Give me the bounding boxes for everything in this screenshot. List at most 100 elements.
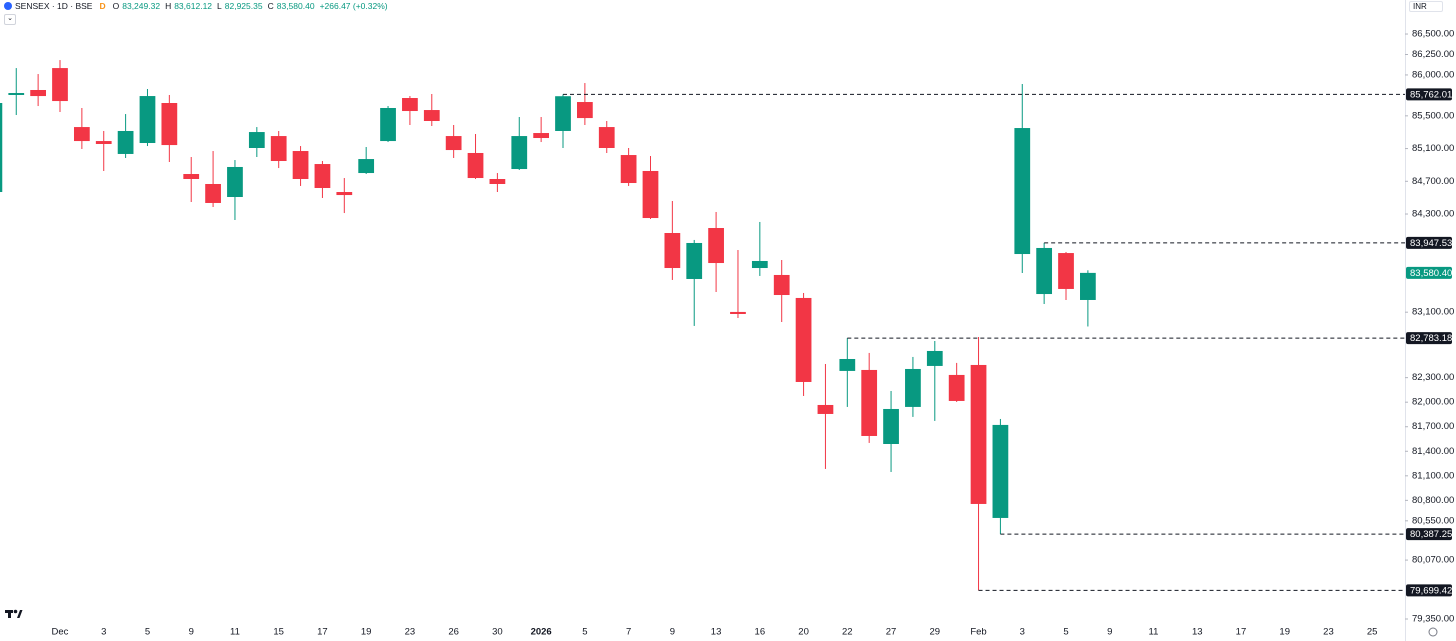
x-tick-label: 3 [101, 627, 106, 638]
candle-body [795, 297, 812, 382]
collapse-button[interactable]: ⌄ [4, 14, 16, 25]
candle-body [1080, 272, 1096, 300]
candle-body [117, 130, 134, 154]
last-price-box [1406, 266, 1452, 279]
interval-badge: D [99, 1, 106, 11]
ohlc-key: H [165, 1, 172, 11]
y-tick-label: 82,000.00 [1412, 397, 1454, 408]
x-tick-label: 9 [670, 627, 675, 638]
ohlc-value: 83,249.32 [122, 1, 161, 11]
level-label-box [1406, 528, 1452, 541]
candle-body [270, 136, 287, 162]
candle-body [292, 151, 309, 180]
x-tick-label: 9 [189, 627, 194, 638]
y-tick-label: 81,700.00 [1412, 421, 1454, 432]
x-tick-label: 16 [755, 627, 766, 638]
candle-body [577, 102, 593, 119]
y-tick-label: 82,300.00 [1412, 372, 1454, 383]
y-tick-label: 83,100.00 [1412, 307, 1454, 318]
candle-body [1058, 253, 1074, 289]
x-tick-label: 27 [886, 627, 897, 638]
x-tick-label: 20 [798, 627, 809, 638]
candle-body [445, 136, 462, 151]
candle-body [817, 404, 834, 414]
level-label: 80,387.25 [1410, 529, 1452, 540]
x-tick-label: 13 [711, 627, 722, 638]
x-tick-label: 11 [1149, 627, 1159, 638]
y-tick-label: 80,800.00 [1412, 495, 1454, 506]
x-tick-label: 5 [145, 627, 150, 638]
candle-body [402, 98, 418, 112]
last-price-label: 83,580.40 [1410, 268, 1452, 279]
x-tick-label: 13 [1192, 627, 1203, 638]
y-tick-label: 84,700.00 [1412, 176, 1454, 187]
candle-body [183, 174, 200, 180]
candle-body [620, 155, 637, 184]
x-tick-label: 5 [582, 627, 587, 638]
x-tick-label: Feb [970, 627, 986, 638]
candle-body [467, 152, 484, 179]
y-tick-label: 80,550.00 [1412, 515, 1454, 526]
x-tick-label: 19 [361, 627, 372, 638]
candle-body [905, 368, 921, 407]
candle-body [161, 103, 178, 146]
candle-body [708, 228, 724, 264]
level-label: 85,762.01 [1410, 89, 1452, 100]
y-tick-label: 80,070.00 [1412, 555, 1454, 566]
x-tick-label: 25 [1367, 627, 1378, 638]
x-tick-label: 30 [492, 627, 503, 638]
candle-body [883, 408, 899, 444]
change: +266.47 (+0.32%) [319, 1, 388, 11]
candle-body [598, 127, 615, 148]
candle-body [30, 89, 46, 97]
candle-body [533, 133, 550, 139]
y-tick-label: 85,100.00 [1412, 143, 1454, 154]
x-tick-label: 29 [930, 627, 941, 638]
y-tick-label: 86,000.00 [1412, 69, 1454, 80]
x-tick-label: 2026 [531, 627, 552, 638]
symbol[interactable]: SENSEX · 1D · BSE [15, 1, 93, 11]
x-tick-label: 23 [1323, 627, 1334, 638]
candle-body [861, 369, 878, 436]
level-label: 83,947.53 [1410, 238, 1452, 249]
level-label-box [1406, 332, 1452, 345]
tv-logo [5, 609, 23, 618]
candle-body [686, 242, 703, 279]
x-tick-label: 11 [230, 627, 240, 638]
candle-body [205, 183, 221, 203]
x-tick-label: 17 [317, 627, 328, 638]
y-tick-label: 86,250.00 [1412, 49, 1454, 60]
currency[interactable]: INR [1409, 1, 1443, 12]
candle-body [358, 159, 375, 174]
candle-body [227, 166, 243, 198]
x-tick-label: 3 [1020, 627, 1025, 638]
ohlc-key: L [217, 1, 222, 11]
x-tick-label: 9 [1107, 627, 1112, 638]
y-tick-label: 79,350.00 [1412, 614, 1454, 625]
candle-body [95, 141, 112, 144]
candle-body [314, 164, 331, 189]
x-tick-label: 5 [1063, 627, 1068, 638]
header: SENSEX · 1D · BSE D O 83,249.32 H 83,612.1… [4, 1, 390, 11]
x-tick-label: 15 [273, 627, 284, 638]
y-tick-label: 81,400.00 [1412, 446, 1454, 457]
candle-body [336, 192, 353, 196]
settings-icon[interactable] [1428, 627, 1438, 637]
y-tick-label: 86,500.00 [1412, 29, 1454, 40]
y-tick-label: 85,500.00 [1412, 110, 1454, 121]
candle-body [511, 136, 528, 170]
level-label-box [1406, 584, 1452, 597]
candle-body [839, 358, 856, 371]
candle-body [0, 103, 3, 193]
candle-body [489, 179, 506, 184]
candle-body [380, 107, 396, 142]
candle-body [139, 96, 156, 144]
candle-body [948, 374, 965, 401]
candle-body [555, 96, 571, 131]
candle-body [642, 170, 659, 219]
level-label: 79,699.42 [1410, 585, 1452, 596]
ohlc-value: 83,612.12 [174, 1, 213, 11]
x-tick-label: 7 [626, 627, 631, 638]
